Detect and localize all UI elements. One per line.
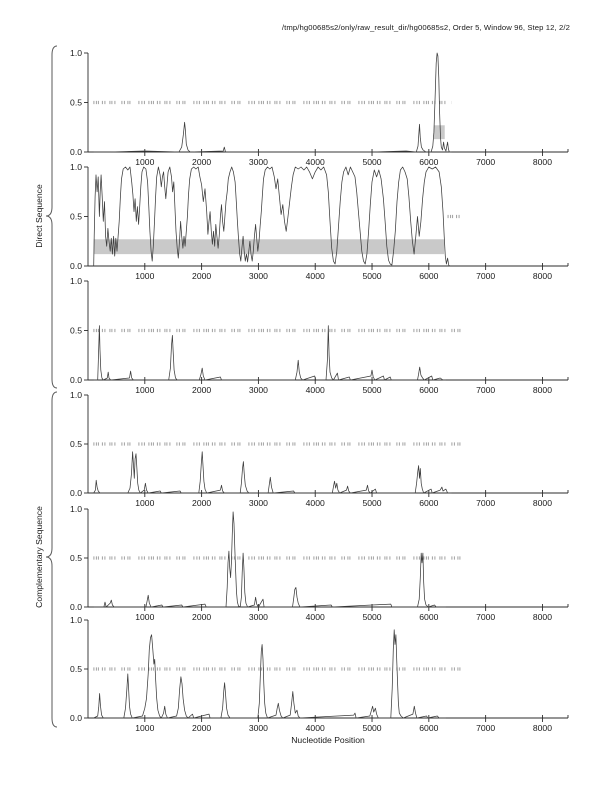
y-tick-label: 0.5	[70, 439, 82, 449]
complementary-group-brace	[45, 391, 58, 728]
x-tick-label: 4000	[306, 723, 325, 733]
y-tick-label: 0.0	[70, 713, 82, 723]
annotation-band	[93, 239, 445, 255]
x-tick-label: 6000	[419, 157, 438, 167]
x-tick-label: 6000	[419, 271, 438, 281]
x-tick-label: 5000	[362, 157, 381, 167]
x-tick-label: 4000	[306, 271, 325, 281]
x-tick-label: 1000	[135, 385, 154, 395]
signal-curve-complementary-1	[93, 451, 452, 494]
y-tick-label: 1.0	[70, 390, 82, 400]
x-tick-label: 1000	[135, 612, 154, 622]
x-tick-label: 6000	[419, 498, 438, 508]
x-tick-label: 8000	[533, 271, 552, 281]
x-tick-label: 5000	[362, 723, 381, 733]
x-tick-label: 7000	[476, 498, 495, 508]
direct-sequence-group-label: Direct Sequence	[34, 184, 44, 248]
x-tick-label: 1000	[135, 271, 154, 281]
x-tick-label: 5000	[362, 612, 381, 622]
x-tick-label: 2000	[192, 723, 211, 733]
y-tick-label: 0.0	[70, 488, 82, 498]
x-tick-label: 6000	[419, 723, 438, 733]
x-tick-label: 7000	[476, 271, 495, 281]
x-tick-label: 2000	[192, 271, 211, 281]
x-tick-label: 1000	[135, 723, 154, 733]
x-tick-label: 5000	[362, 498, 381, 508]
x-tick-label: 3000	[249, 612, 268, 622]
y-tick-label: 0.0	[70, 375, 82, 385]
y-tick-label: 0.5	[70, 553, 82, 563]
signal-curve-direct-1	[93, 52, 452, 153]
y-tick-label: 1.0	[70, 504, 82, 514]
x-tick-label: 5000	[362, 271, 381, 281]
x-tick-label: 4000	[306, 612, 325, 622]
x-tick-label: 2000	[192, 385, 211, 395]
x-tick-label: 7000	[476, 385, 495, 395]
x-tick-label: 8000	[533, 157, 552, 167]
y-tick-label: 0.5	[70, 664, 82, 674]
x-tick-label: 7000	[476, 723, 495, 733]
x-tick-label: 3000	[249, 498, 268, 508]
x-tick-label: 2000	[192, 157, 211, 167]
x-tick-label: 6000	[419, 612, 438, 622]
signal-curve-complementary-3	[93, 629, 446, 719]
y-tick-label: 0.0	[70, 602, 82, 612]
x-tick-label: 6000	[419, 385, 438, 395]
complementary-sequence-group-label: Complementary Sequence	[34, 506, 44, 608]
x-tick-label: 4000	[306, 385, 325, 395]
x-tick-label: 2000	[192, 612, 211, 622]
signal-curve-direct-2	[93, 166, 451, 267]
y-tick-label: 1.0	[70, 162, 82, 172]
x-tick-label: 7000	[476, 157, 495, 167]
y-tick-label: 0.0	[70, 261, 82, 271]
figure-title: /tmp/hg00685s2/only/raw_result_dir/hg006…	[281, 23, 570, 32]
x-tick-label: 8000	[533, 723, 552, 733]
x-tick-label: 5000	[362, 385, 381, 395]
x-tick-label: 2000	[192, 498, 211, 508]
y-tick-label: 0.5	[70, 212, 82, 222]
x-tick-label: 1000	[135, 157, 154, 167]
y-tick-label: 0.5	[70, 98, 82, 108]
y-tick-label: 1.0	[70, 276, 82, 286]
direct-group-brace	[45, 45, 58, 389]
y-tick-label: 0.5	[70, 326, 82, 336]
x-tick-label: 3000	[249, 271, 268, 281]
x-tick-label: 7000	[476, 612, 495, 622]
signal-curve-complementary-2	[93, 511, 446, 608]
x-tick-label: 8000	[533, 498, 552, 508]
x-tick-label: 3000	[249, 385, 268, 395]
annotation-band	[433, 125, 445, 140]
x-tick-label: 1000	[135, 498, 154, 508]
signal-curve-direct-3	[93, 325, 446, 381]
x-tick-label: 4000	[306, 498, 325, 508]
y-tick-label: 1.0	[70, 48, 82, 58]
y-tick-label: 1.0	[70, 615, 82, 625]
x-tick-label: 8000	[533, 385, 552, 395]
x-tick-label: 4000	[306, 157, 325, 167]
x-tick-label: 3000	[249, 157, 268, 167]
x-axis-title: Nucleotide Position	[291, 735, 365, 745]
x-tick-label: 8000	[533, 612, 552, 622]
x-tick-label: 3000	[249, 723, 268, 733]
y-tick-label: 0.0	[70, 147, 82, 157]
